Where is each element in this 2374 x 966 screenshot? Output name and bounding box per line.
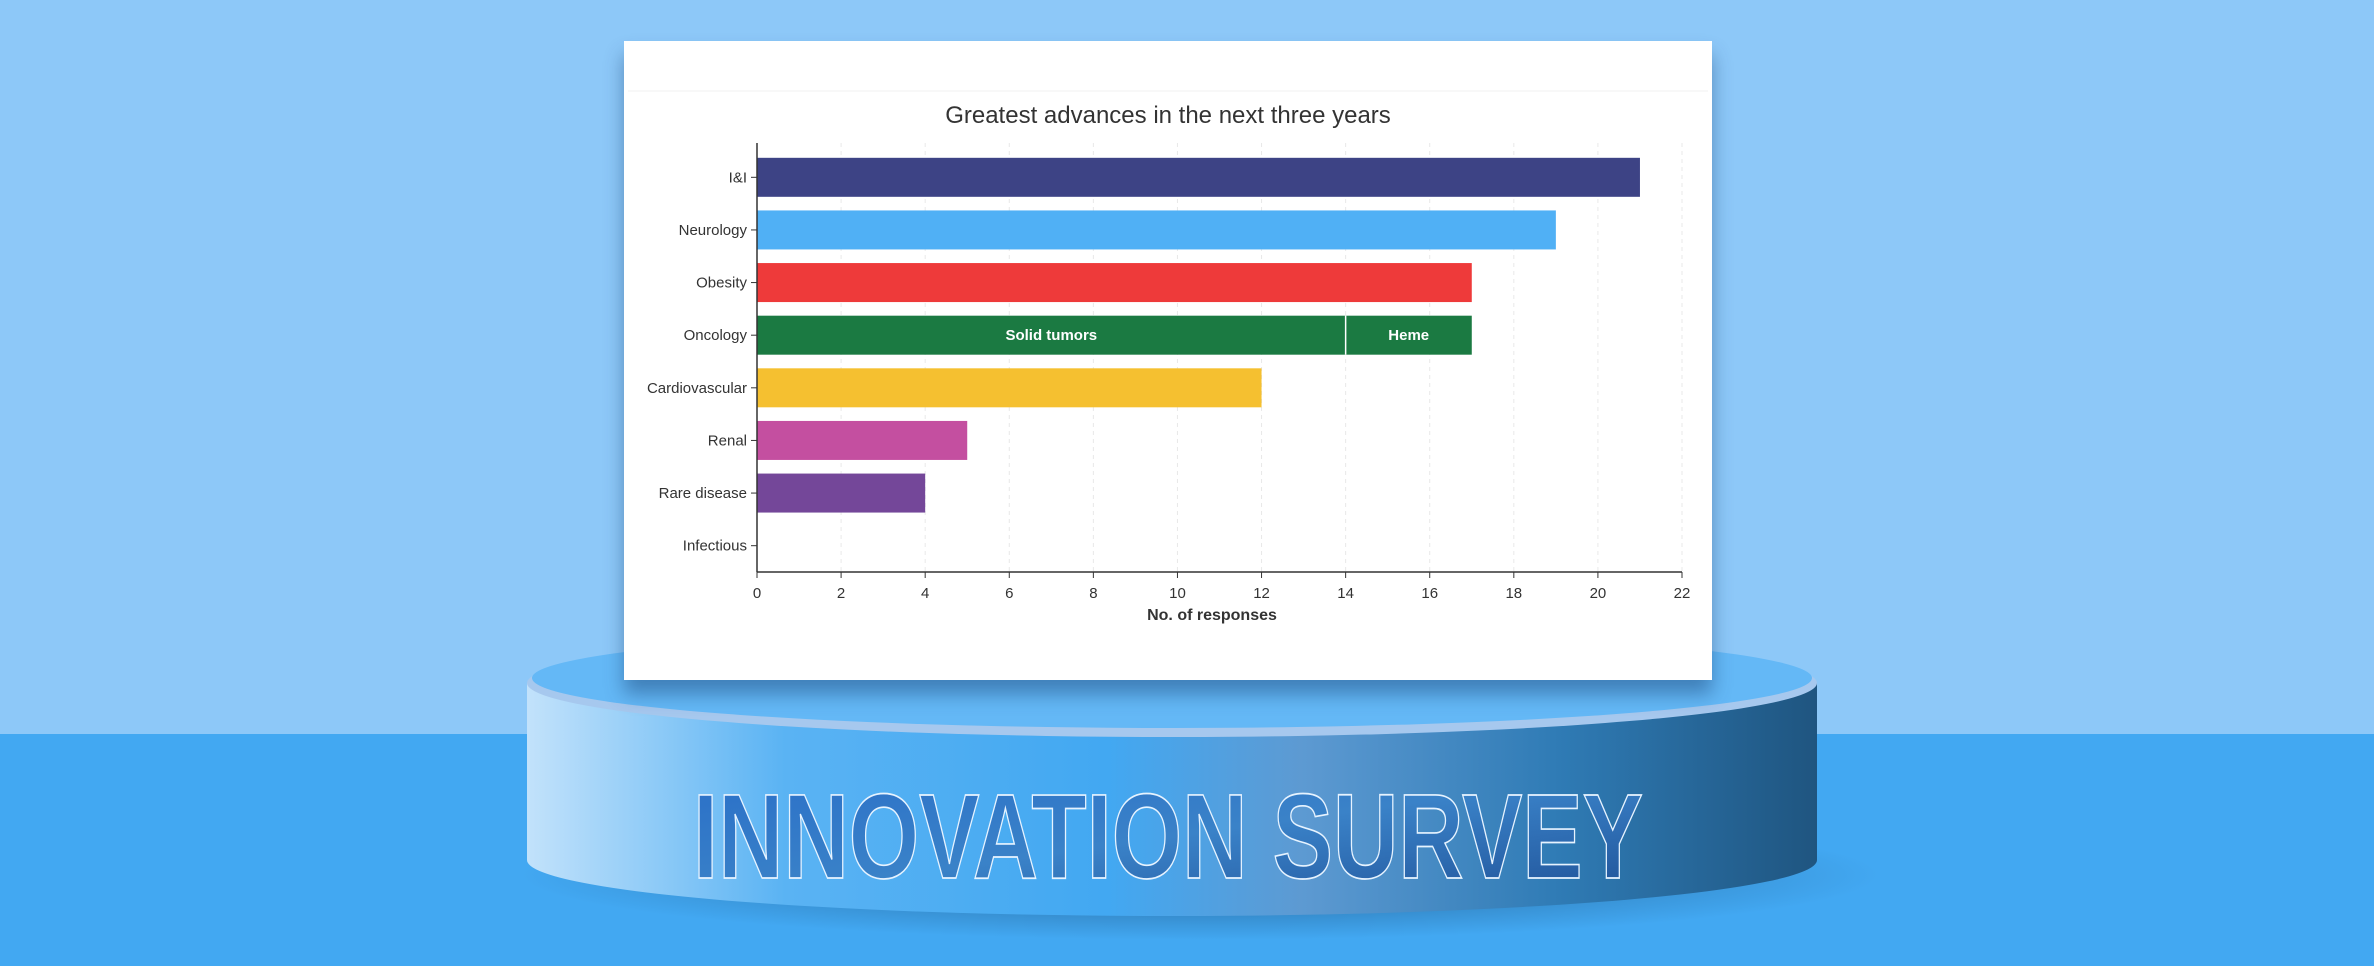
category-label: Obesity — [696, 275, 747, 292]
chart-card: Greatest advances in the next three year… — [624, 41, 1712, 680]
bar-obesity — [757, 263, 1472, 303]
bar-chart: Greatest advances in the next three year… — [628, 90, 1708, 624]
x-tick-label: 8 — [1089, 585, 1097, 602]
bar-rare-disease — [757, 473, 926, 513]
category-label: Rare disease — [659, 485, 747, 502]
segment-label: Solid tumors — [1005, 327, 1097, 344]
x-tick-label: 14 — [1337, 585, 1354, 602]
pedestal-side — [527, 683, 1817, 916]
bar-cardiovascular — [757, 368, 1262, 408]
category-label: Oncology — [684, 327, 748, 344]
bar-segment-solid-tumors — [757, 315, 1346, 355]
x-axis-label: No. of responses — [1147, 607, 1277, 624]
bar-i-i — [757, 157, 1640, 197]
x-tick-label: 18 — [1505, 585, 1522, 602]
x-tick-label: 4 — [921, 585, 929, 602]
x-tick-label: 20 — [1590, 585, 1607, 602]
category-label: Cardiovascular — [647, 380, 747, 397]
category-label: Infectious — [683, 538, 747, 555]
innovation-survey-title: INNOVATION SURVEY — [693, 770, 1643, 905]
x-tick-label: 10 — [1169, 585, 1186, 602]
bar-neurology — [757, 210, 1556, 250]
chart-title: Greatest advances in the next three year… — [945, 102, 1391, 129]
category-label: Renal — [708, 432, 747, 449]
x-tick-label: 22 — [1674, 585, 1691, 602]
x-tick-label: 12 — [1253, 585, 1270, 602]
category-label: I&I — [729, 169, 747, 186]
bar-segment-heme — [1345, 315, 1472, 355]
x-tick-label: 16 — [1421, 585, 1438, 602]
x-tick-label: 6 — [1005, 585, 1013, 602]
category-label: Neurology — [679, 222, 748, 239]
bar-renal — [757, 420, 968, 460]
segment-label: Heme — [1388, 327, 1429, 344]
x-tick-label: 2 — [837, 585, 845, 602]
x-tick-label: 0 — [753, 585, 761, 602]
